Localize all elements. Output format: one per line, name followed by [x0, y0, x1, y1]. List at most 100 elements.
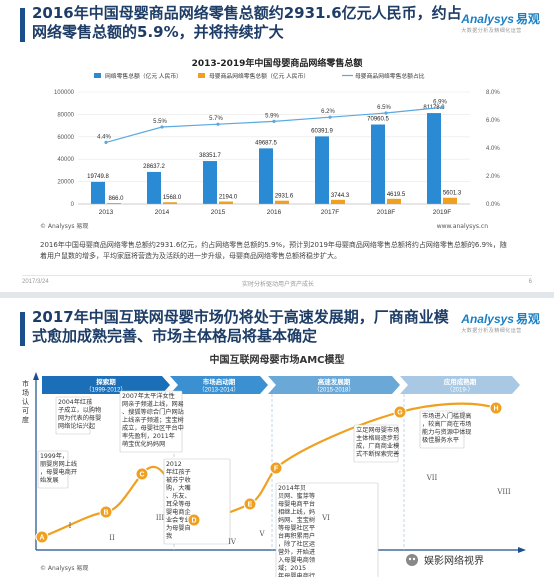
bar-maternal-2013: [107, 203, 121, 204]
chart-source: © Analysys 易观: [40, 223, 88, 230]
footer-slogan: 实时分析驱动用户资产成长: [242, 282, 315, 288]
label-total-2013: 19749.8: [87, 174, 109, 180]
phase-years: （2015-2018）: [314, 387, 355, 394]
share-label-2013: 4.4%: [97, 134, 111, 140]
note-box: [275, 482, 379, 577]
stage-label: II: [109, 534, 115, 542]
amc-title: 中国互联网母婴市场AMC模型: [209, 353, 344, 366]
share-label-2017F: 6.2%: [321, 109, 335, 115]
curve-point-label: B: [103, 510, 108, 517]
x-axis-arrow-icon: [518, 547, 526, 553]
curve-point-label: F: [274, 466, 279, 473]
phase-banner: [170, 376, 268, 394]
label-total-2018F: 70960.5: [367, 117, 389, 123]
note-box: [163, 458, 231, 545]
footer-date: 2017/3/24: [22, 279, 49, 285]
logo-text-en: Analysys: [461, 12, 514, 26]
label-total-2015: 38351.7: [199, 153, 221, 159]
slide-1: 2016年中国母婴商品网络零售总额约2931.6亿元人民币，约占网络零售总额的5…: [20, 4, 540, 288]
watermark: 娱影网络视界: [406, 554, 484, 567]
share-point-2015: [216, 122, 220, 126]
label-maternal-2014: 1568.0: [163, 195, 182, 201]
right-tick-label: 4.0%: [486, 146, 500, 152]
note-text: 市场进入门槛提高，较高厂商在市场能力与资源中体现极佳服务水平: [422, 412, 472, 444]
label-maternal-2013: 866.0: [108, 196, 124, 202]
slide-divider: [0, 292, 554, 298]
left-tick-label: 80000: [57, 112, 74, 118]
label-maternal-2017F: 3744.3: [331, 193, 350, 199]
x-axis: 2013 2014 2015 2016 2017F 2018F 2019F: [78, 203, 470, 216]
curve-point-G: [393, 405, 407, 419]
curve-point-E: [243, 497, 257, 511]
note-box: [419, 410, 465, 449]
x-tick-label: 2018F: [377, 209, 395, 216]
share-point-2014: [160, 125, 164, 129]
right-axis: 0.0% 2.0% 4.0% 6.0% 8.0%: [486, 90, 500, 208]
svg-text:娱影网络视界: 娱影网络视界: [424, 554, 484, 567]
share-point-2019F: [440, 105, 444, 109]
curve-point-C: [135, 467, 149, 481]
logo-tagline: 大数据分析及精细化运营: [461, 28, 522, 34]
bar-total-2015: [203, 161, 217, 204]
left-axis: 0 20000 40000 60000 80000 100000: [54, 90, 75, 208]
share-point-2016: [272, 119, 276, 123]
x-tick-label: 2013: [99, 209, 114, 216]
x-tick-label: 2019F: [433, 209, 451, 216]
retail-chart: 2013-2019年中国母婴商品网络零售总额 网络零售总额（亿元 人民币） 母婴商…: [40, 57, 500, 230]
label-maternal-2015: 2194.0: [219, 195, 238, 201]
curve-point-D: [187, 513, 201, 527]
label-total-2017F: 60391.9: [311, 128, 333, 134]
share-point-2018F: [384, 111, 388, 115]
left-tick-label: 0: [71, 202, 75, 208]
stage-label: III: [156, 514, 165, 522]
curve-point-label: A: [39, 535, 44, 542]
note-text: 2004年红孩子成立，以购物网为代表的母婴网络论坛兴起: [58, 398, 101, 430]
phase-name: 高速发展期: [318, 377, 351, 386]
stage-label: I: [69, 522, 72, 530]
amc-diagram: 中国互联网母婴市场AMC模型 市场认可度 探索期（1999-2012） 市场启动期…: [22, 353, 526, 577]
phase-banner: [268, 376, 400, 394]
share-label-2019F: 6.9%: [433, 99, 447, 105]
left-tick-label: 40000: [57, 157, 74, 163]
chart-caption: 2016年中国母婴商品网络零售总额约2931.6亿元，约占网络零售总额的5.9%…: [40, 241, 507, 260]
right-tick-label: 6.0%: [486, 118, 500, 124]
legend-label: 网络零售总额（亿元 人民币）: [105, 72, 182, 80]
logo-text-en-2: Analysys: [461, 312, 514, 326]
note-box: [37, 450, 69, 489]
amc-source: © Analysys 易观: [40, 565, 88, 572]
label-maternal-2018F: 4619.5: [387, 192, 406, 198]
bar-total-2014: [147, 171, 161, 204]
stage-label: VI: [321, 514, 330, 522]
right-tick-label: 0.0%: [486, 202, 500, 208]
bar-maternal-2014: [163, 202, 177, 204]
note-text: 立足网母婴市场主体格局逐步形成，厂商商业模式不断探索完善: [356, 426, 399, 458]
chart-site: www.analysys.cn: [437, 223, 488, 230]
chart-title: 2013-2019年中国母婴商品网络零售总额: [192, 57, 363, 69]
curve-point-B: [99, 505, 113, 519]
title-accent-bar: [20, 8, 25, 42]
phase-years: （2013-2014）: [199, 387, 240, 394]
analysys-logo: Analysys 易观 大数据分析及精细化运营: [461, 10, 540, 34]
chart-legend: 网络零售总额（亿元 人民币） 母婴商品网络零售总额（亿元 人民币） 母婴商品网络零售…: [94, 72, 425, 80]
bar-total-2019F: [427, 113, 441, 204]
stage-label: VIII: [496, 488, 511, 496]
curve-point-H: [489, 401, 503, 415]
logo-text-cn: 易观: [515, 12, 540, 26]
legend-swatch: [94, 73, 101, 78]
footer-page-number: 6: [528, 279, 532, 285]
curve-point-label: D: [191, 518, 196, 525]
phase-name: 市场启动期: [203, 377, 236, 386]
note-text: 2007年太平洋女性网亲子频道上线，网易、搜狐等综合门户网站上线亲子频道；宝宝树…: [122, 392, 184, 448]
wechat-icon: [406, 554, 418, 566]
phase-years: （2019-）: [446, 387, 473, 394]
curve-point-label: G: [397, 410, 403, 417]
share-label-2018F: 6.5%: [377, 105, 391, 111]
label-total-2014: 28637.2: [143, 164, 165, 170]
note-text: 2014年贝贝网、蜜芽等母婴电商平台相继上线，妈妈网、宝宝树等母婴社区平台再积累…: [278, 484, 315, 577]
curve-point-label: H: [493, 406, 498, 413]
x-tick-label: 2015: [211, 209, 226, 216]
note-box: [119, 390, 183, 453]
amc-y-axis-label: 市场认可度: [22, 379, 29, 424]
x-tick-label: 2017F: [321, 209, 339, 216]
phase-banner: [400, 376, 520, 394]
